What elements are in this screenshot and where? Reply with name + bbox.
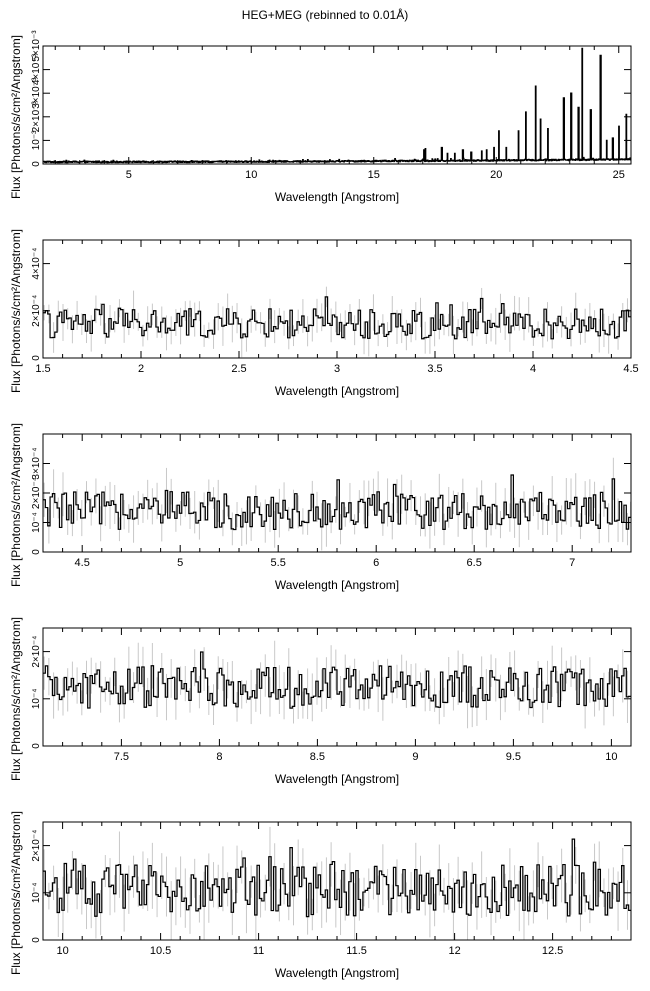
panel-5: 10 10.5 11 11.5 12 12.5 0 10⁻⁴ 2×10⁻⁴ Wavelength … (9, 811, 632, 980)
x-axis-label: Wavelength [Angstrom] (275, 578, 399, 592)
x-tick-label: 4.5 (75, 557, 90, 569)
x-tick-label: 1.5 (35, 363, 50, 375)
x-tick-label: 6 (373, 557, 379, 569)
y-tick-label: 3×10⁻⁴ (31, 447, 42, 479)
y-tick-label: 10⁻⁴ (31, 882, 42, 903)
x-tick-label: 11 (253, 945, 264, 957)
x-tick-label: 11.5 (346, 945, 367, 957)
x-tick-label: 10 (245, 169, 257, 181)
x-tick-label: 4.5 (623, 363, 638, 375)
x-tick-label: 5.5 (271, 557, 286, 569)
panel-2: 1.5 2 2.5 3 3.5 4 4.5 0 2×10⁻⁴ 4×10⁻⁴ Wavelength [… (9, 229, 639, 398)
x-axis-label: Wavelength [Angstrom] (275, 190, 399, 204)
y-tick-label: 4×10⁻³ (31, 53, 42, 85)
plot-area-2 (43, 286, 631, 358)
y-tick-label: 0 (31, 937, 42, 943)
plot-area-4 (43, 640, 631, 729)
panel-4: 7.5 8 8.5 9 9.5 10 0 10⁻⁴ 2×10⁻⁴ Wavelength [Angs… (9, 617, 632, 786)
x-tick-label: 3.5 (427, 363, 442, 375)
spectrum-series-2 (43, 296, 631, 340)
x-tick-label: 9 (412, 751, 418, 763)
y-tick-label: 10⁻⁴ (31, 688, 42, 709)
y-tick-label: 10⁻³ (31, 130, 42, 150)
x-tick-label: 10 (56, 945, 68, 957)
y-tick-label: 3×10⁻³ (31, 77, 42, 109)
y-tick-label: 5×10⁻³ (31, 30, 42, 62)
x-tick-label: 12.5 (542, 945, 563, 957)
x-axis-label: Wavelength [Angstrom] (275, 772, 399, 786)
x-tick-label: 7 (569, 557, 575, 569)
plot-area-1 (43, 47, 631, 164)
x-tick-label: 6.5 (467, 557, 482, 569)
panel-3: 4.5 5 5.5 6 6.5 7 0 10⁻⁴ 2×10⁻⁴3×10⁻⁴ Wavelength … (9, 423, 632, 592)
x-axis-label: Wavelength [Angstrom] (275, 384, 399, 398)
y-tick-label: 0 (31, 161, 42, 167)
x-tick-label: 2 (138, 363, 144, 375)
y-tick-label: 2×10⁻⁴ (31, 830, 42, 862)
x-tick-label: 15 (368, 169, 380, 181)
spectrum-series-5 (43, 838, 631, 918)
x-tick-label: 5 (126, 169, 132, 181)
x-tick-label: 4 (530, 363, 536, 375)
spectrum-series-4 (43, 651, 631, 709)
x-tick-label: 10.5 (150, 945, 171, 957)
x-tick-label: 8 (216, 751, 222, 763)
x-tick-label: 7.5 (114, 751, 129, 763)
x-tick-label: 9.5 (506, 751, 521, 763)
y-axis-label: Flux [Photons/s/cm²/Angstrom] (9, 229, 23, 393)
y-tick-label: 2×10⁻⁴ (31, 295, 42, 327)
x-tick-label: 8.5 (310, 751, 325, 763)
x-tick-label: 25 (613, 169, 625, 181)
y-tick-label: 2×10⁻⁴ (31, 477, 42, 509)
y-tick-label: 2×10⁻³ (31, 101, 42, 133)
spectrum-series-1 (43, 47, 631, 164)
y-tick-label: 0 (31, 355, 42, 361)
y-tick-label: 4×10⁻⁴ (31, 248, 42, 280)
y-axis-label: Flux [Photons/s/cm²/Angstrom] (9, 617, 23, 781)
plot-area-5 (43, 826, 631, 940)
x-tick-label: 2.5 (231, 363, 246, 375)
y-tick-label: 0 (31, 743, 42, 749)
y-tick-label: 0 (31, 549, 42, 555)
spectrum-series-3 (43, 474, 631, 531)
y-axis-label: Flux [Photons/s/cm²/Angstrom] (9, 811, 23, 975)
x-tick-label: 20 (490, 169, 502, 181)
x-tick-label: 5 (177, 557, 183, 569)
panel-1: 5 10 15 20 25 0 10⁻³2×10⁻³3×10⁻³4×10⁻³5×10⁻³ Wa… (9, 30, 632, 204)
y-axis-label: Flux [Photons/s/cm²/Angstrom] (9, 35, 23, 199)
figure-title: HEG+MEG (rebinned to 0.01Å) (241, 8, 409, 22)
x-axis-label: Wavelength [Angstrom] (275, 966, 399, 980)
x-tick-label: 3 (334, 363, 340, 375)
axes-frame-1 (42, 45, 632, 165)
y-tick-label: 10⁻⁴ (31, 512, 42, 533)
plot-area-3 (43, 457, 631, 551)
y-axis-label: Flux [Photons/s/cm²/Angstrom] (9, 423, 23, 587)
x-tick-label: 12 (448, 945, 460, 957)
y-tick-label: 2×10⁻⁴ (31, 636, 42, 668)
x-tick-label: 10 (605, 751, 617, 763)
